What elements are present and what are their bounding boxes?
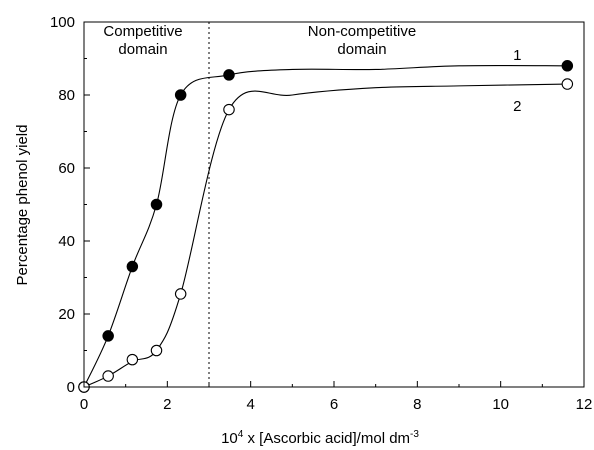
series-1-point <box>561 60 574 72</box>
x-axis-label-prefix: 10 <box>221 430 238 447</box>
non-competitive-domain-label-line2: domain <box>337 41 386 58</box>
series-2-curve <box>83 83 568 388</box>
series-2-point <box>174 288 187 300</box>
y-tick-label: 0 <box>67 379 75 396</box>
series-1-curve <box>83 64 568 388</box>
competitive-domain-label-line1: Competitive <box>103 23 182 40</box>
x-axis-label: 104 x [Ascorbic acid]/mol dm-3 <box>221 429 419 447</box>
non-competitive-domain-label-line1: Non-competitive <box>308 23 416 40</box>
series-2-point <box>223 103 235 116</box>
y-tick-label: 20 <box>58 306 75 323</box>
x-tick-label: 4 <box>246 396 254 413</box>
y-tick-label: 80 <box>58 87 75 104</box>
curve-label-1: 1 <box>513 47 521 64</box>
x-tick-label: 0 <box>80 396 88 413</box>
series-2-point <box>102 370 114 382</box>
x-axis-label-prefix-exponent: 4 <box>238 429 244 440</box>
x-axis-label-main: x [Ascorbic acid]/mol dm <box>243 430 410 447</box>
y-axis-label: Percentage phenol yield <box>14 125 31 286</box>
series-1-point <box>223 69 235 81</box>
chart-text: Percentage phenol yield 104 x [Ascorbic … <box>14 14 592 447</box>
y-tick-label: 100 <box>50 14 75 31</box>
y-tick-label: 60 <box>58 160 75 177</box>
y-tick-label: 40 <box>58 233 75 250</box>
competitive-domain-label-line2: domain <box>118 41 167 58</box>
series-1-point <box>102 330 114 342</box>
x-tick-label: 10 <box>492 396 509 413</box>
x-tick-label: 2 <box>163 396 171 413</box>
series-1-point <box>126 260 139 273</box>
series-1-point <box>174 89 187 101</box>
x-axis-label-exponent: -3 <box>410 429 419 440</box>
axes <box>83 21 585 388</box>
x-tick-label: 6 <box>330 396 338 413</box>
x-tick-label: 8 <box>413 396 421 413</box>
plot-marks <box>78 60 574 393</box>
series-2-point <box>561 78 574 90</box>
series-2-point <box>150 344 163 357</box>
plot-lines <box>83 64 568 388</box>
x-tick-label: 12 <box>576 396 593 413</box>
series-2-point <box>126 353 139 366</box>
series-1-point <box>150 198 163 211</box>
curve-label-2: 2 <box>513 98 521 115</box>
